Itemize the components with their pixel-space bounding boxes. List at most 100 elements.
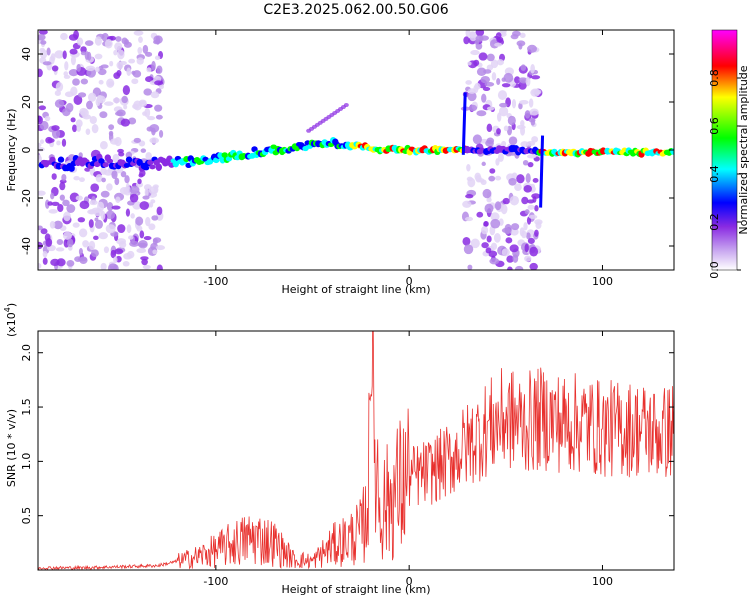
noise-speckle: [106, 183, 113, 191]
noise-speckle: [39, 139, 45, 144]
noise-speckle: [57, 203, 64, 213]
noise-speckle: [465, 30, 471, 38]
noise-speckle: [53, 220, 63, 230]
noise-speckle: [100, 262, 107, 270]
noise-speckle: [468, 104, 478, 112]
noise-speckle: [508, 136, 518, 146]
noise-speckle: [148, 223, 156, 231]
noise-speckle: [125, 208, 131, 217]
noise-speckle: [527, 237, 535, 244]
noise-speckle: [79, 256, 88, 265]
noise-speckle: [147, 115, 156, 121]
noise-speckle: [156, 65, 163, 74]
noise-speckle: [507, 266, 513, 270]
noise-speckle: [140, 148, 147, 153]
noise-speckle: [66, 102, 74, 113]
noise-speckle: [490, 218, 501, 229]
snr-y-axis-label: SNR (10 * v/v): [5, 409, 18, 487]
noise-speckle: [524, 255, 532, 262]
noise-speckle: [150, 199, 156, 204]
ridge-cell: [142, 165, 150, 171]
noise-speckle: [470, 238, 480, 249]
noise-speckle: [486, 106, 495, 111]
noise-speckle: [123, 41, 132, 48]
figure-title: C2E3.2025.062.00.50.G06: [263, 2, 448, 18]
noise-speckle: [39, 47, 46, 53]
noise-speckle: [109, 35, 116, 41]
snr-y-scale-label: (x104): [3, 303, 18, 337]
noise-speckle: [506, 255, 514, 263]
noise-speckle: [89, 199, 98, 206]
noise-speckle: [503, 72, 514, 83]
noise-speckle: [95, 174, 103, 183]
noise-speckle: [525, 173, 531, 184]
noise-speckle: [101, 32, 109, 42]
noise-speckle: [524, 243, 529, 253]
noise-speckle: [146, 67, 152, 73]
noise-speckle: [534, 205, 539, 212]
noise-speckle: [527, 161, 534, 168]
noise-speckle: [131, 78, 139, 85]
noise-speckle: [138, 101, 148, 108]
noise-speckle: [478, 52, 488, 61]
noise-speckle: [138, 239, 148, 249]
snr-x-tick-label: 0: [406, 575, 413, 588]
noise-speckle: [503, 125, 509, 132]
noise-speckle: [521, 196, 529, 205]
noise-speckle: [108, 124, 115, 130]
noise-speckle: [481, 93, 487, 103]
noise-speckle: [114, 42, 123, 51]
noise-speckle: [73, 175, 80, 181]
noise-speckle: [501, 140, 507, 147]
noise-speckle: [530, 63, 535, 74]
noise-speckle: [70, 86, 78, 96]
noise-speckle: [46, 47, 51, 56]
noise-speckle: [126, 224, 132, 234]
noise-speckle: [501, 248, 510, 257]
noise-speckle: [97, 68, 107, 76]
noise-speckle: [117, 49, 125, 60]
noise-speckle: [137, 47, 143, 55]
ridge-cell: [155, 163, 163, 172]
noise-speckle: [136, 248, 147, 254]
spectrogram-axes: -100 0 100 -40 -20 0 20 40: [20, 30, 674, 288]
noise-speckle: [496, 59, 504, 66]
noise-speckle: [138, 36, 143, 44]
noise-speckle: [122, 85, 131, 96]
ridge-cell: [49, 156, 56, 163]
noise-speckle: [73, 94, 83, 105]
noise-speckle: [76, 64, 81, 72]
noise-speckle: [467, 61, 472, 66]
noise-speckle: [101, 177, 106, 183]
noise-speckle: [112, 153, 120, 163]
noise-speckle: [38, 68, 43, 78]
spectrogram-data: [38, 30, 674, 270]
noise-speckle: [66, 204, 76, 213]
noise-speckle: [129, 240, 140, 247]
noise-speckle: [494, 42, 503, 47]
noise-speckle: [55, 81, 64, 92]
noise-speckle: [84, 40, 94, 46]
noise-speckle: [121, 95, 128, 104]
spectrogram-x-axis-label: Height of straight line (km): [281, 283, 430, 296]
noise-speckle: [55, 247, 65, 252]
noise-speckle: [72, 124, 78, 133]
noise-speckle: [113, 256, 118, 264]
ridge-cell: [102, 162, 109, 168]
noise-speckle: [84, 167, 91, 172]
noise-speckle: [486, 53, 495, 62]
noise-speckle: [126, 67, 132, 77]
noise-speckle: [156, 264, 163, 270]
noise-speckle: [97, 201, 105, 212]
noise-speckle: [509, 195, 520, 206]
noise-speckle: [512, 254, 519, 263]
noise-speckle: [94, 53, 103, 60]
noise-speckle: [529, 246, 539, 257]
noise-speckle: [531, 136, 539, 143]
ridge-cell: [68, 164, 75, 172]
noise-speckle: [45, 238, 53, 247]
noise-speckle: [72, 222, 80, 228]
noise-speckle: [77, 217, 86, 223]
noise-speckle: [499, 102, 508, 108]
